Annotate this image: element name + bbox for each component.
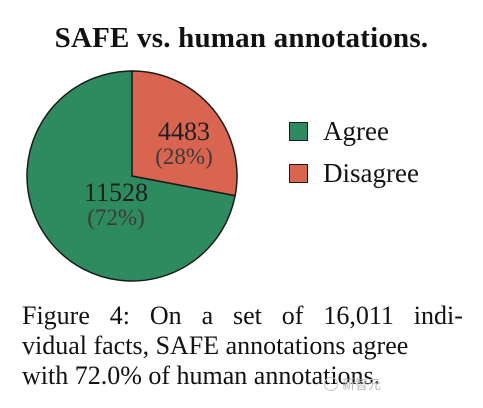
legend-label-disagree: Disagree	[323, 157, 419, 188]
watermark: 新智元	[324, 374, 381, 393]
pie-chart: 11528(72%) 4483(28%)	[26, 70, 238, 282]
legend-label-agree: Agree	[323, 115, 389, 146]
caption-word: a	[201, 301, 214, 330]
wechat-icon	[324, 376, 338, 391]
figure-caption: Figure 4: On a set of 16,011 indi- vidual facts…	[22, 301, 463, 391]
caption-line-1: Figure 4: On a set of 16,011 indi-	[22, 301, 463, 331]
slice-value-label-agree: 11528	[84, 178, 148, 207]
slice-value-label-disagree: 4483	[158, 117, 210, 146]
caption-word: indi-	[413, 301, 463, 330]
pie-slice-agree	[26, 70, 237, 282]
slice-percent-label-agree: (72%)	[87, 205, 144, 230]
caption-word: 16,011	[323, 301, 394, 330]
legend-item-agree: Agree	[289, 110, 419, 152]
caption-word: 4:	[109, 301, 131, 330]
caption-line-3: with 72.0% of human annotations.	[22, 361, 381, 390]
legend-item-disagree: Disagree	[289, 152, 419, 194]
legend-swatch-disagree	[289, 163, 308, 183]
slice-percent-label-disagree: (28%)	[155, 144, 212, 169]
watermark-text: 新智元	[342, 378, 382, 393]
caption-word: Figure	[22, 301, 90, 330]
caption-line-2: vidual facts, SAFE annotations agree	[22, 331, 409, 360]
legend: Agree Disagree	[289, 110, 419, 194]
caption-word: On	[149, 301, 182, 330]
caption-word: of	[281, 301, 304, 330]
pie-slice-disagree	[131, 70, 238, 197]
chart-title: SAFE vs. human annotations.	[54, 22, 429, 54]
legend-swatch-agree	[289, 121, 308, 141]
caption-word: set	[233, 301, 262, 330]
